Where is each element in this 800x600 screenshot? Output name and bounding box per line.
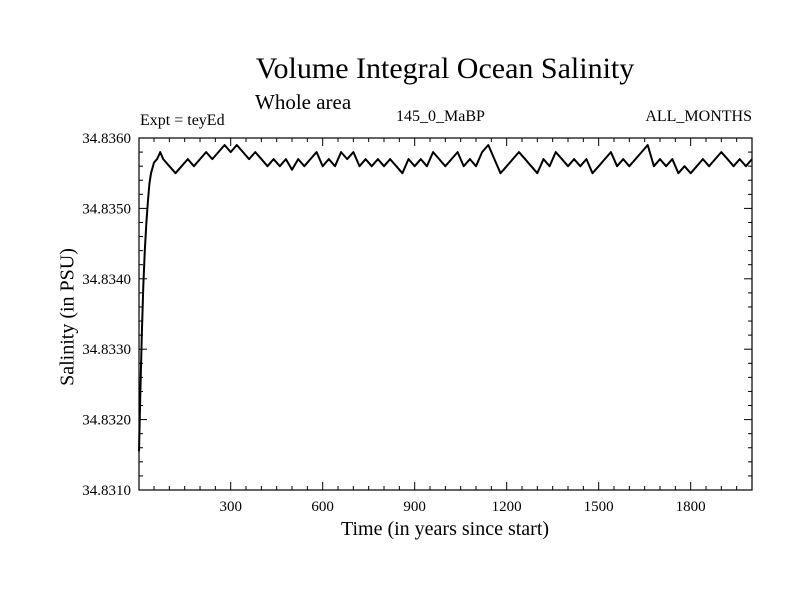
chart-subtitle: Whole area [255,90,352,114]
y-tick-label: 34.8340 [82,272,131,288]
x-tick-label: 600 [311,499,334,515]
y-tick-label: 34.8360 [82,131,131,147]
x-tick-label: 900 [403,499,426,515]
y-tick-label: 34.8330 [82,342,131,358]
chart-title: Volume Integral Ocean Salinity [255,52,635,85]
plot-frame [138,137,753,491]
y-tick-label: 34.8310 [82,483,131,499]
salinity-series-line [138,144,753,452]
y-axis: 34.8310 34.8320 34.8330 34.8340 34.8350 34.83… [82,131,752,499]
series-group [138,144,753,452]
x-tick-label: 300 [219,499,242,515]
months-annotation: ALL_MONTHS [645,108,752,125]
period-annotation: 145_0_MaBP [396,108,485,125]
y-tick-label: 34.8350 [82,201,131,217]
x-axis: 300 600 900 1200 1500 1800 [153,138,738,515]
x-tick-label: 1500 [584,499,614,515]
x-tick-label: 1800 [676,499,706,515]
x-axis-label: Time (in years since start) [340,518,550,540]
x-tick-label: 1200 [492,499,522,515]
experiment-annotation: Expt = teyEd [140,112,225,129]
y-tick-label: 34.8320 [82,413,131,429]
